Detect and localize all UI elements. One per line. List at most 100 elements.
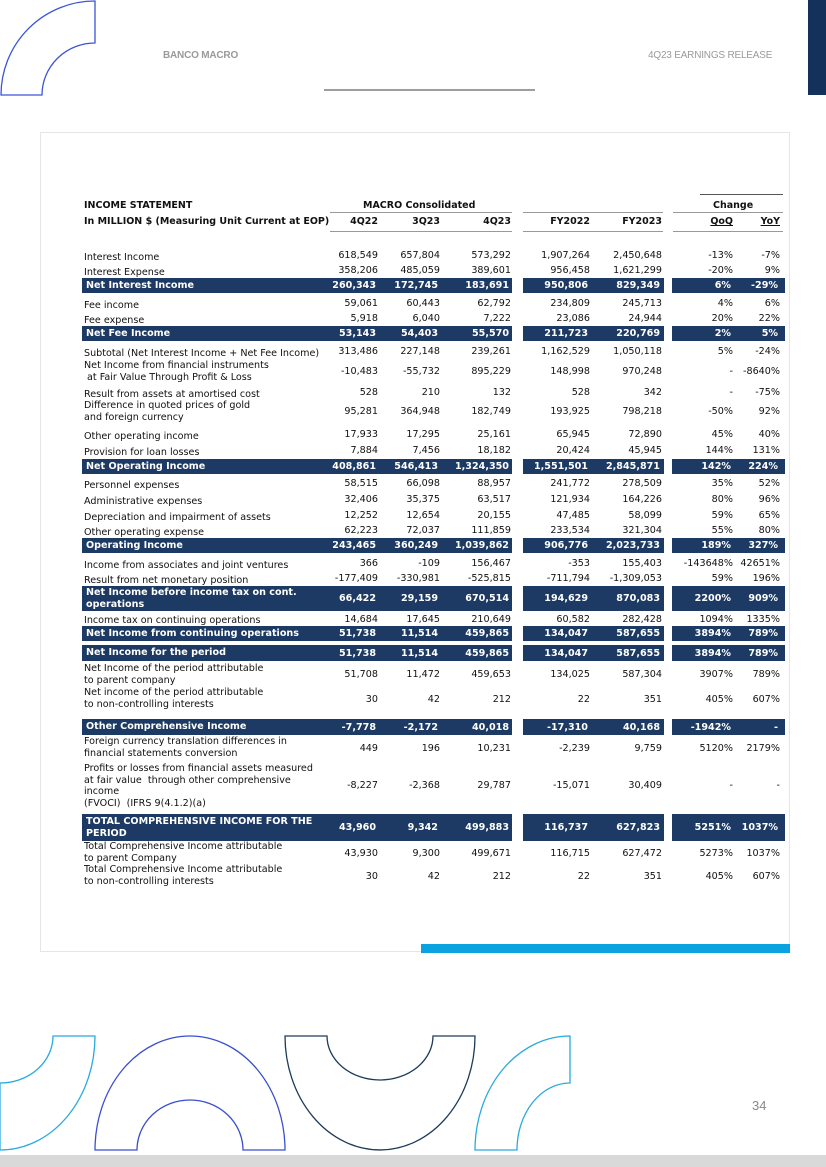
- cell-4q23: 63,517: [477, 493, 511, 505]
- table-row: Interest Income 618,549 657,804 573,292 1,90…: [82, 247, 784, 263]
- cell-4q23: 573,292: [471, 249, 511, 261]
- top-left-arc-shape: [0, 0, 96, 96]
- header-bottom-rule: [523, 231, 663, 232]
- cell-yoy: 789%: [748, 647, 778, 659]
- row-highlight-band: [523, 586, 664, 611]
- cell-yoy: -24%: [755, 345, 780, 357]
- cell-fy2023: 627,472: [622, 847, 662, 859]
- table-title: INCOME STATEMENT: [84, 200, 193, 211]
- cell-qoq: 55%: [711, 525, 733, 536]
- cell-fy2023: -1,309,053: [609, 573, 662, 584]
- row-highlight-band: [82, 459, 512, 474]
- cell-3q23: 546,413: [394, 461, 438, 472]
- cell-3q23: 17,295: [406, 428, 440, 440]
- cell-yoy: 1037%: [741, 822, 778, 833]
- cell-4q23: 183,691: [465, 280, 509, 291]
- table-row: Foreign currency translation differences…: [82, 736, 784, 759]
- cell-3q23: 66,098: [406, 477, 440, 489]
- cell-3q23: 29,159: [400, 593, 438, 604]
- cell-fy2023: 2,023,733: [605, 540, 660, 551]
- row-highlight-band: [672, 459, 785, 474]
- cell-yoy: -8640%: [743, 365, 780, 377]
- row-label-line: Personnel expenses: [84, 479, 180, 491]
- row-highlight-band: [672, 814, 785, 841]
- table-row-subtotal: Operating Income 243,465 360,249 1,039,862 9…: [82, 538, 785, 553]
- table-row: Administrative expenses 32,406 35,375 63,51…: [82, 491, 784, 507]
- header-bottom-rule: [673, 231, 783, 232]
- row-highlight-band: [672, 586, 785, 611]
- row-highlight-band: [672, 278, 785, 293]
- row-highlight-band: [523, 645, 664, 661]
- cell-4q23: 389,601: [471, 265, 511, 276]
- cell-4q22: -7,778: [341, 721, 376, 733]
- row-label: Income tax on continuing operations: [84, 612, 260, 626]
- row-label: Net Income from continuing operations: [84, 626, 299, 641]
- cell-fy2023: 587,655: [616, 628, 660, 639]
- cell-4q22: 51,738: [338, 628, 376, 639]
- cell-fy2023: 30,409: [628, 779, 662, 791]
- cell-yoy: 131%: [752, 445, 780, 456]
- table-row: Personnel expenses 58,515 66,098 88,957 241,…: [82, 475, 784, 491]
- cell-3q23: 17,645: [406, 613, 440, 625]
- row-label-line: Fee expense: [84, 314, 145, 326]
- table-row: Other operating expense 62,223 72,037 111,8…: [82, 523, 784, 538]
- cell-qoq: 20%: [711, 313, 733, 324]
- row-label-line: Provision for loan losses: [84, 446, 200, 458]
- cell-fy2023: 627,823: [616, 822, 660, 833]
- cell-fy2022: 950,806: [544, 280, 588, 291]
- cell-3q23: 11,472: [406, 669, 440, 680]
- cell-fy2023: 829,349: [616, 280, 660, 291]
- bottom-blue-arch: [94, 1035, 286, 1151]
- table-row: Income from associates and joint venture…: [82, 555, 784, 571]
- cell-3q23: -109: [418, 557, 440, 569]
- header-divider: [324, 89, 535, 91]
- cell-fy2022: 148,998: [550, 365, 590, 377]
- cell-fy2022: 23,086: [556, 313, 590, 324]
- cell-fy2023: 1,621,299: [613, 265, 662, 276]
- table-row: Net Income from financial instruments at…: [82, 359, 784, 383]
- cell-qoq: 6%: [714, 280, 731, 291]
- row-label: Fee income: [84, 295, 139, 311]
- row-label-line: operations: [86, 598, 145, 610]
- cell-qoq: 59%: [711, 509, 733, 521]
- cell-yoy: 6%: [764, 297, 780, 309]
- cell-3q23: 9,300: [412, 847, 440, 859]
- cell-fy2023: 58,099: [628, 509, 662, 521]
- row-label: Administrative expenses: [84, 491, 202, 507]
- cell-yoy: 65%: [758, 509, 780, 521]
- row-label: Net Interest Income: [84, 278, 194, 293]
- cell-4q22: 12,252: [344, 509, 378, 521]
- cell-4q23: 459,865: [465, 628, 509, 639]
- row-label-line: Other Comprehensive Income: [86, 721, 247, 733]
- cell-4q22: 14,684: [344, 613, 378, 625]
- table-row: Total Comprehensive Income attributable t…: [82, 841, 784, 864]
- cell-4q23: 670,514: [465, 593, 509, 604]
- footer-bar: [0, 1155, 826, 1167]
- cell-3q23: -55,732: [402, 365, 440, 377]
- table-row: Subtotal (Net Interest Income + Net Fee …: [82, 343, 784, 359]
- cell-fy2022: 211,723: [544, 328, 588, 339]
- table-row-subtotal: Net Income before income tax on cont. ope…: [82, 586, 785, 611]
- cell-fy2023: 587,655: [616, 647, 660, 659]
- row-label-line: Result from assets at amortised cost: [84, 388, 260, 400]
- cell-3q23: 210: [421, 386, 440, 398]
- cell-yoy: 224%: [748, 461, 778, 472]
- cell-fy2022: 20,424: [556, 445, 590, 456]
- table-row: Other operating income 17,933 17,295 25,161…: [82, 426, 784, 442]
- row-label-line: at fair value through other comprehensiv…: [84, 774, 291, 786]
- cell-fy2022: 47,485: [556, 509, 590, 521]
- cell-qoq: -50%: [708, 406, 733, 417]
- cell-fy2022: 234,809: [550, 297, 590, 309]
- row-label-line: Total Comprehensive Income attributable: [84, 864, 283, 875]
- cell-3q23: 172,745: [394, 280, 438, 291]
- cell-fy2023: 155,403: [622, 557, 662, 569]
- cell-qoq: 80%: [711, 493, 733, 505]
- row-highlight-band: [672, 326, 785, 341]
- quarters-rule: [330, 212, 512, 213]
- row-label: Net Fee Income: [84, 326, 170, 341]
- units-label: In MILLION $ (Measuring Unit Current at …: [84, 216, 330, 227]
- row-label-line: Administrative expenses: [84, 495, 203, 507]
- cell-qoq: 45%: [711, 428, 733, 440]
- table-row-subtotal: Net Interest Income 260,343 172,745 183,691…: [82, 278, 785, 293]
